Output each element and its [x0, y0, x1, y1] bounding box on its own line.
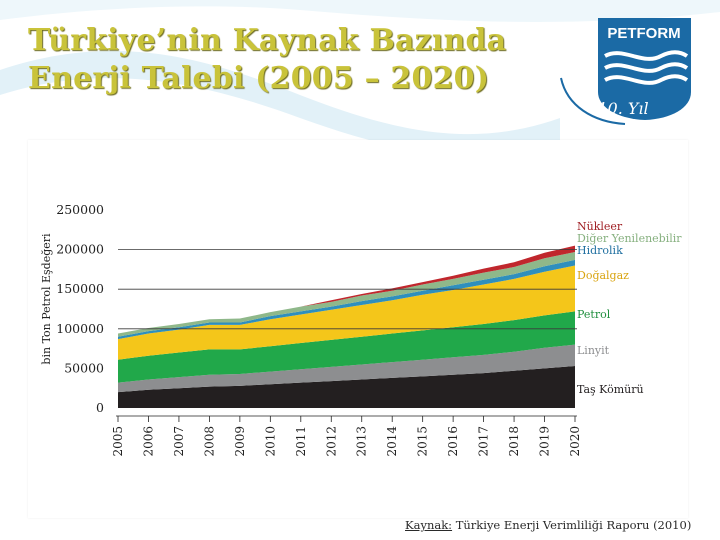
x-tick-label-15: 2020 — [568, 426, 582, 457]
legend-label-5: Diğer Yenilenebilir — [577, 232, 682, 245]
x-tick-label-2: 2007 — [172, 426, 186, 457]
title-line-1: Türkiye’nin Kaynak Bazında — [28, 23, 507, 58]
x-tick-label-13: 2018 — [507, 426, 521, 457]
slide-title: Türkiye’nin Kaynak Bazında Enerji Talebi… — [28, 22, 506, 98]
logo-wave-icon-2 — [604, 62, 689, 73]
logo-text: PETFORM — [607, 25, 680, 42]
area-series-1 — [118, 344, 575, 393]
x-tick-label-8: 2013 — [355, 426, 369, 457]
y-tick-label-3: 100000 — [56, 321, 104, 336]
x-tick-label-9: 2014 — [385, 426, 399, 457]
y-tick-label-0: 250000 — [56, 202, 104, 217]
legend-label-4: Hidrolik — [577, 244, 623, 257]
x-tick-label-12: 2017 — [477, 426, 491, 457]
source-text: Türkiye Enerji Verimliliği Raporu (2010) — [452, 518, 692, 532]
y-tick-label-4: 50000 — [64, 360, 104, 375]
logo-laurel-icon — [560, 77, 626, 125]
legend-label-2: Petrol — [577, 308, 611, 321]
y-axis-label: bin Ton Petrol Eşdeğeri — [40, 233, 53, 365]
area-series-5 — [118, 251, 575, 337]
x-tick-label-0: 2005 — [111, 426, 125, 457]
petform-logo: PETFORM 10. Yıl — [560, 18, 691, 125]
x-tick-label-10: 2015 — [416, 426, 430, 457]
x-tick-label-7: 2012 — [324, 426, 338, 457]
area-series-0 — [118, 366, 575, 408]
logo-wave-icon — [604, 50, 689, 61]
area-series-4 — [118, 259, 575, 340]
legend-label-1: Linyit — [577, 344, 610, 357]
title-line-2: Enerji Talebi (2005 – 2020) — [28, 61, 490, 96]
source-label: Kaynak: — [405, 518, 453, 532]
legend-label-6: Nükleer — [577, 220, 623, 233]
x-tick-label-6: 2011 — [294, 426, 308, 457]
x-tick-label-11: 2016 — [446, 426, 460, 457]
x-tick-label-1: 2006 — [141, 426, 155, 457]
source-note: Kaynak: Türkiye Enerji Verimliliği Rapor… — [405, 518, 691, 532]
logo-wave-icon-3 — [604, 74, 689, 85]
x-tick-label-4: 2009 — [233, 426, 247, 457]
y-tick-label-1: 200000 — [56, 242, 104, 257]
energy-demand-chart: 250000 200000 150000 100000 50000 0 2005 2006 20… — [40, 202, 682, 457]
legend-label-3: Doğalgaz — [577, 269, 629, 282]
y-tick-label-5: 0 — [96, 400, 104, 415]
x-tick-label-14: 2019 — [538, 426, 552, 457]
x-tick-label-5: 2010 — [263, 426, 277, 457]
y-tick-label-2: 150000 — [56, 281, 104, 296]
logo-anniversary: 10. Yıl — [597, 99, 648, 118]
legend-label-0: Taş Kömürü — [577, 383, 644, 396]
x-tick-label-3: 2008 — [202, 426, 216, 457]
